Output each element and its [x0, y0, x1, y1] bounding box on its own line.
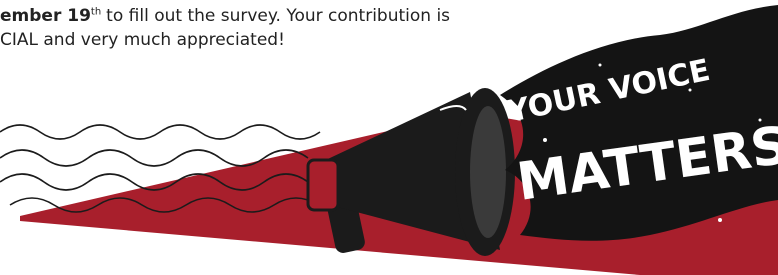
survey-text: ember 19th to fill out the survey. Your c…: [0, 4, 450, 52]
date: ember 19: [0, 6, 91, 26]
date-suffix: th: [91, 6, 101, 17]
line1: ember 19th to fill out the survey. Your c…: [0, 6, 450, 26]
line2: CIAL and very much appreciated!: [0, 30, 285, 50]
page: ember 19th to fill out the survey. Your c…: [0, 0, 778, 275]
line1-rest: to fill out the survey. Your contributio…: [106, 6, 450, 26]
